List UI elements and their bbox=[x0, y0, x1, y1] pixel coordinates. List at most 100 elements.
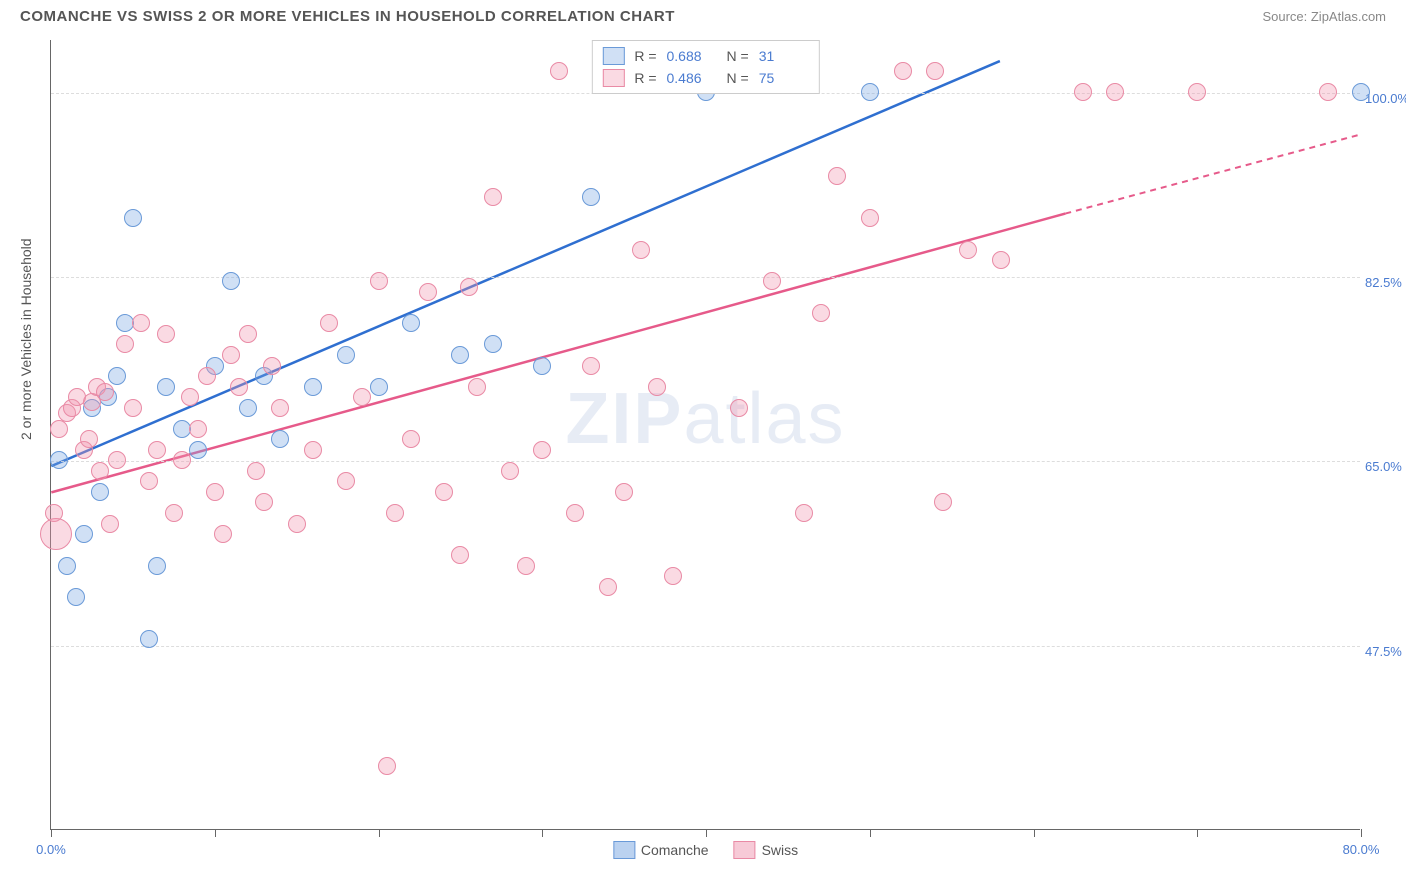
scatter-point bbox=[255, 493, 273, 511]
scatter-chart: ZIPatlas R = 0.688 N = 31 R = 0.486 N = … bbox=[50, 40, 1360, 830]
scatter-point bbox=[402, 430, 420, 448]
scatter-point bbox=[165, 504, 183, 522]
scatter-point bbox=[80, 430, 98, 448]
scatter-point bbox=[828, 167, 846, 185]
scatter-point bbox=[517, 557, 535, 575]
legend-item: Swiss bbox=[734, 841, 799, 859]
scatter-point bbox=[992, 251, 1010, 269]
scatter-point bbox=[599, 578, 617, 596]
scatter-point bbox=[239, 399, 257, 417]
scatter-point bbox=[582, 357, 600, 375]
scatter-point bbox=[214, 525, 232, 543]
scatter-point bbox=[378, 757, 396, 775]
scatter-point bbox=[288, 515, 306, 533]
xtick bbox=[379, 829, 380, 837]
stats-legend-row: R = 0.688 N = 31 bbox=[602, 45, 808, 67]
scatter-point bbox=[353, 388, 371, 406]
scatter-point bbox=[140, 472, 158, 490]
scatter-point bbox=[533, 357, 551, 375]
chart-title: COMANCHE VS SWISS 2 OR MORE VEHICLES IN … bbox=[20, 8, 675, 25]
scatter-point bbox=[67, 588, 85, 606]
r-value: 0.688 bbox=[667, 48, 717, 64]
n-value: 31 bbox=[759, 48, 809, 64]
legend-label: Comanche bbox=[641, 842, 709, 858]
scatter-point bbox=[148, 441, 166, 459]
legend-label: Swiss bbox=[762, 842, 799, 858]
xtick bbox=[1361, 829, 1362, 837]
xtick-label: 80.0% bbox=[1343, 842, 1380, 857]
scatter-point bbox=[116, 314, 134, 332]
xtick bbox=[1197, 829, 1198, 837]
scatter-point bbox=[451, 346, 469, 364]
scatter-point bbox=[1319, 83, 1337, 101]
scatter-point bbox=[1188, 83, 1206, 101]
scatter-point bbox=[239, 325, 257, 343]
scatter-point bbox=[91, 462, 109, 480]
r-label: R = bbox=[634, 48, 656, 64]
scatter-point bbox=[271, 430, 289, 448]
scatter-point bbox=[894, 62, 912, 80]
legend-swatch-icon bbox=[602, 47, 624, 65]
scatter-point bbox=[550, 62, 568, 80]
ytick-label: 65.0% bbox=[1365, 459, 1406, 474]
scatter-point bbox=[1352, 83, 1370, 101]
scatter-point-large bbox=[40, 518, 72, 550]
watermark-atlas: atlas bbox=[683, 379, 845, 459]
scatter-point bbox=[959, 241, 977, 259]
scatter-point bbox=[75, 525, 93, 543]
scatter-point bbox=[484, 335, 502, 353]
scatter-point bbox=[222, 272, 240, 290]
series-legend: Comanche Swiss bbox=[613, 841, 798, 859]
scatter-point bbox=[615, 483, 633, 501]
scatter-point bbox=[763, 272, 781, 290]
scatter-point bbox=[189, 441, 207, 459]
scatter-point bbox=[58, 557, 76, 575]
source-label: Source: ZipAtlas.com bbox=[1262, 9, 1386, 24]
scatter-point bbox=[230, 378, 248, 396]
r-value: 0.486 bbox=[667, 70, 717, 86]
gridline bbox=[51, 461, 1360, 462]
scatter-point bbox=[632, 241, 650, 259]
scatter-point bbox=[533, 441, 551, 459]
scatter-point bbox=[419, 283, 437, 301]
scatter-point bbox=[148, 557, 166, 575]
legend-swatch-icon bbox=[602, 69, 624, 87]
scatter-point bbox=[108, 451, 126, 469]
xtick bbox=[215, 829, 216, 837]
scatter-point bbox=[566, 504, 584, 522]
scatter-point bbox=[108, 367, 126, 385]
watermark-zip: ZIP bbox=[565, 379, 683, 459]
scatter-point bbox=[157, 325, 175, 343]
scatter-point bbox=[370, 378, 388, 396]
n-label: N = bbox=[727, 70, 749, 86]
legend-item: Comanche bbox=[613, 841, 709, 859]
scatter-point bbox=[730, 399, 748, 417]
scatter-point bbox=[934, 493, 952, 511]
n-label: N = bbox=[727, 48, 749, 64]
stats-legend-row: R = 0.486 N = 75 bbox=[602, 67, 808, 89]
scatter-point bbox=[1074, 83, 1092, 101]
scatter-point bbox=[189, 420, 207, 438]
ytick-label: 82.5% bbox=[1365, 275, 1406, 290]
scatter-point bbox=[402, 314, 420, 332]
xtick bbox=[51, 829, 52, 837]
scatter-point bbox=[198, 367, 216, 385]
r-label: R = bbox=[634, 70, 656, 86]
xtick-label: 0.0% bbox=[36, 842, 66, 857]
scatter-point bbox=[501, 462, 519, 480]
scatter-point bbox=[173, 451, 191, 469]
scatter-point bbox=[861, 83, 879, 101]
watermark: ZIPatlas bbox=[565, 378, 845, 460]
scatter-point bbox=[124, 209, 142, 227]
scatter-point bbox=[91, 483, 109, 501]
scatter-point bbox=[582, 188, 600, 206]
scatter-point bbox=[206, 483, 224, 501]
scatter-point bbox=[451, 546, 469, 564]
scatter-point bbox=[320, 314, 338, 332]
scatter-point bbox=[304, 441, 322, 459]
xtick bbox=[706, 829, 707, 837]
gridline bbox=[51, 277, 1360, 278]
scatter-point bbox=[124, 399, 142, 417]
scatter-point bbox=[861, 209, 879, 227]
n-value: 75 bbox=[759, 70, 809, 86]
